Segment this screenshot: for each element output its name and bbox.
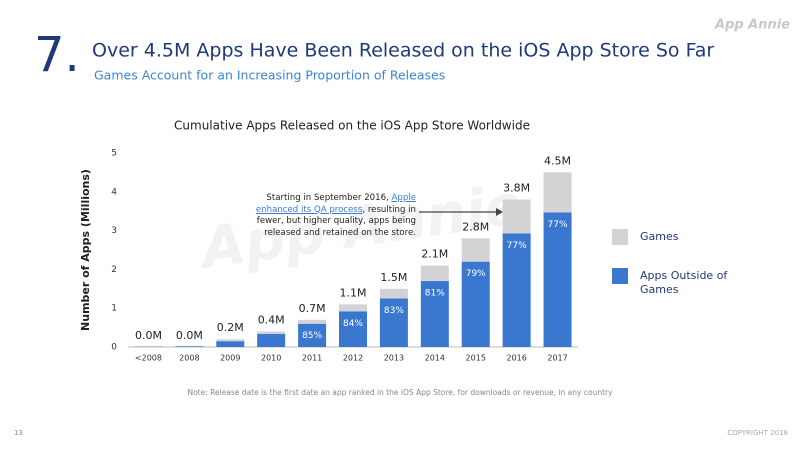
bar-segment [298,319,327,324]
x-tick-label: <2008 [135,354,162,363]
share-label: 77% [507,241,527,251]
total-label: 0.0M [176,329,203,342]
x-tick-label: 2017 [547,354,567,363]
x-tick-label: 2008 [179,354,199,363]
bar-segment [175,346,204,347]
total-label: 2.1M [421,248,448,261]
share-label: 81% [425,289,445,299]
total-label: 0.2M [217,321,244,334]
bar-segment [420,265,449,282]
y-tick-label: 4 [111,187,117,197]
legend-label: Apps Outside of Games [640,269,728,296]
total-label: 0.0M [135,329,162,342]
legend-label: Games [640,230,679,243]
bar-segment [379,298,408,347]
annotation-text: , resulting in fewer, but higher quality… [256,204,416,238]
bar-segment [502,199,531,234]
footnote: Note: Release date is the first date an … [187,388,613,397]
annotation-link[interactable]: Apple enhanced its QA process [255,193,416,215]
bar-segment [216,341,245,347]
y-tick-label: 2 [111,265,117,275]
x-tick-label: 2011 [302,354,322,363]
x-tick-label: 2016 [506,354,526,363]
share-label: 84% [343,319,363,329]
bar-segment [339,304,367,312]
total-label: 3.8M [503,182,530,195]
y-tick-label: 0 [111,343,117,353]
copyright: COPYRIGHT 2018 [727,429,788,437]
bar-segment [420,281,449,347]
total-label: 2.8M [462,220,489,233]
bar-segment [543,172,572,213]
legend-swatch [612,229,628,245]
bar-segment [461,238,490,262]
x-tick-label: 2015 [466,354,486,363]
slide-subtitle: Games Account for an Increasing Proporti… [94,68,445,83]
total-label: 4.5M [544,154,571,167]
share-label: 77% [548,220,568,230]
annotation: Starting in September 2016, Apple enhanc… [250,193,416,239]
chart-title: Cumulative Apps Released on the iOS App … [174,119,530,133]
share-label: 85% [302,331,322,341]
x-tick-label: 2010 [261,354,281,363]
total-label: 1.1M [340,286,367,299]
bar-segment [216,339,245,342]
y-tick-label: 3 [111,226,117,236]
bar-segment [502,233,531,347]
bar-segment [257,331,286,334]
bar-segment [461,261,490,347]
page-number: 13 [14,429,23,437]
bar-segment [543,212,572,347]
bar-segment [298,323,327,347]
bar-segment [379,288,408,299]
x-tick-label: 2012 [343,354,363,363]
bar-segment [339,311,367,347]
annotation-arrowhead [496,208,503,216]
total-label: 0.7M [299,302,326,315]
slide-title: Over 4.5M Apps Have Been Released on the… [92,40,714,62]
bar-segment [257,333,286,347]
y-tick-label: 1 [111,304,117,314]
annotation-text: Starting in September 2016, [266,193,392,203]
share-label: 83% [384,306,404,316]
x-tick-label: 2014 [425,354,445,363]
total-label: 0.4M [258,313,285,326]
total-label: 1.5M [380,271,407,284]
slide-number: 7. [34,27,80,83]
logo: App Annie [714,18,790,33]
legend-swatch [612,268,628,284]
share-label: 79% [466,269,486,279]
x-tick-label: 2013 [384,354,404,363]
y-tick-label: 5 [111,149,117,159]
y-axis-label: Number of Apps (Millions) [79,169,92,331]
x-tick-label: 2009 [220,354,240,363]
